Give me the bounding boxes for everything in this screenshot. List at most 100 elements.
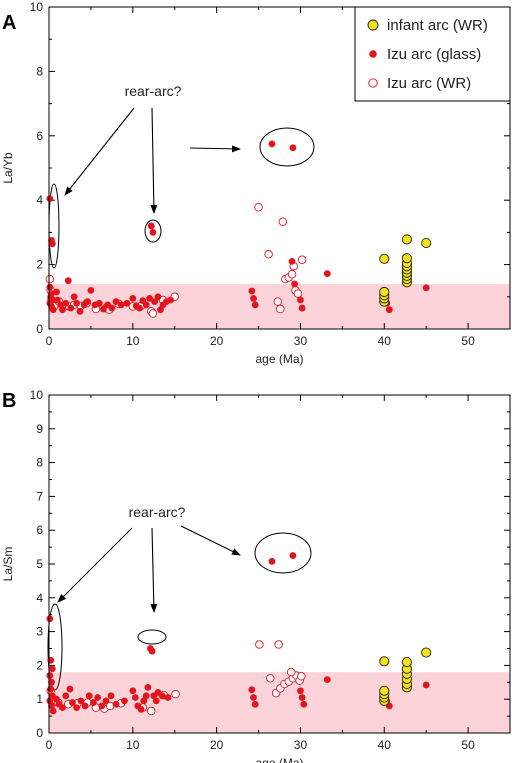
y-tick-label: 7 (36, 489, 43, 503)
y-tick-label: 2 (36, 258, 43, 272)
point-izu-arc-glass (251, 700, 259, 708)
annotation-arrow (57, 527, 133, 603)
point-izu-arc-glass (123, 299, 131, 307)
point-izu-arc-wr (254, 203, 263, 212)
point-izu-arc-glass (59, 306, 66, 314)
point-infant-arc-wr (379, 253, 390, 264)
point-izu-arc-glass (121, 697, 128, 705)
y-tick-label: 6 (36, 129, 43, 143)
point-izu-arc-glass (142, 692, 150, 700)
point-izu-arc-glass (250, 295, 257, 302)
point-izu-arc-wr (278, 217, 288, 227)
point-izu-arc-glass (102, 697, 110, 705)
x-tick-label: 30 (294, 334, 308, 348)
legend-label: infant arc (WR) (387, 17, 488, 34)
legend-marker (368, 78, 378, 88)
point-izu-arc-glass (144, 683, 152, 691)
point-izu-arc-glass (62, 299, 70, 307)
annotation-arrow (180, 525, 241, 556)
point-izu-arc-glass (288, 257, 296, 265)
y-tick-label: 8 (36, 456, 43, 470)
y-tick-label: 5 (36, 557, 43, 571)
y-tick-label: 9 (36, 422, 43, 436)
point-izu-arc-glass (77, 697, 85, 705)
y-tick-label: 4 (36, 193, 43, 207)
point-izu-arc-glass (422, 284, 430, 292)
point-izu-arc-glass (53, 296, 61, 304)
point-izu-arc-glass (81, 702, 89, 710)
y-tick-label: 2 (36, 658, 43, 672)
point-izu-arc-glass (250, 694, 257, 701)
point-izu-arc-glass (47, 685, 55, 693)
point-izu-arc-glass (140, 697, 148, 705)
point-izu-arc-glass (268, 557, 276, 565)
point-izu-arc-glass (137, 705, 145, 713)
point-izu-arc-glass (147, 222, 155, 230)
point-izu-arc-glass (158, 692, 166, 700)
point-infant-arc-wr (379, 286, 390, 298)
point-izu-arc-glass (142, 301, 150, 309)
legend-box (354, 6, 511, 102)
point-izu-arc-glass (112, 700, 120, 708)
point-izu-arc-glass (146, 295, 153, 302)
point-izu-arc-glass (46, 672, 54, 679)
point-izu-arc-wr (276, 304, 285, 314)
point-izu-arc-glass (167, 296, 174, 304)
point-izu-arc-glass (66, 685, 74, 693)
plot-frame (48, 394, 511, 734)
panel-label: A (2, 12, 16, 34)
x-tick-label: 10 (126, 738, 140, 752)
point-izu-arc-wr (255, 640, 264, 649)
point-infant-arc-wr (401, 656, 412, 668)
legend-marker (367, 19, 379, 31)
point-izu-arc-glass (62, 692, 70, 700)
point-izu-arc-wr (274, 640, 283, 649)
annotation-label: rear-arc? (125, 83, 182, 99)
point-izu-arc-wr (287, 270, 297, 279)
point-izu-arc-glass (70, 293, 78, 301)
x-axis-label: age (Ma) (255, 352, 303, 366)
point-izu-arc-glass (422, 681, 430, 689)
point-izu-arc-glass (59, 704, 66, 712)
y-axis-label: La/Yb (1, 152, 15, 184)
point-izu-arc-glass (94, 694, 102, 701)
point-izu-arc-glass (385, 306, 393, 314)
point-izu-arc-wr (266, 673, 275, 683)
point-izu-arc-glass (69, 699, 76, 706)
annotation-arrow (64, 107, 135, 196)
x-tick-label: 20 (210, 334, 224, 348)
point-izu-arc-glass (297, 687, 304, 695)
point-izu-arc-glass (291, 280, 298, 288)
annotation-arrow (150, 527, 158, 613)
point-izu-arc-glass (131, 694, 139, 701)
point-izu-arc-wr (264, 250, 273, 259)
x-tick-label: 50 (461, 334, 475, 348)
point-izu-arc-wr (297, 671, 306, 681)
point-izu-arc-glass (323, 676, 331, 683)
point-izu-arc-glass (152, 697, 160, 705)
annotation-ellipse (137, 629, 167, 645)
y-tick-label: 8 (36, 64, 43, 78)
point-izu-arc-wr (297, 255, 307, 265)
y-tick-label: 10 (30, 388, 44, 402)
plot-frame (48, 6, 511, 330)
point-izu-arc-glass (48, 678, 55, 686)
annotation-ellipse (47, 603, 63, 691)
point-izu-arc-glass (85, 692, 93, 700)
point-izu-arc-glass (268, 140, 276, 148)
point-izu-arc-glass (248, 287, 256, 295)
panel-label: B (2, 390, 16, 412)
y-tick-label: 10 (30, 0, 44, 14)
point-izu-arc-glass (149, 229, 157, 236)
point-izu-arc-glass (46, 283, 54, 291)
x-tick-label: 0 (46, 738, 53, 752)
legend-label: Izu arc (glass) (387, 46, 481, 63)
annotation-arrow (189, 145, 241, 153)
point-izu-arc-glass (248, 686, 256, 694)
point-izu-arc-wr (286, 667, 296, 677)
annotation-label: rear-arc? (129, 504, 186, 520)
point-izu-arc-glass (67, 304, 75, 312)
point-izu-arc-glass (53, 288, 60, 296)
y-tick-label: 1 (36, 692, 43, 706)
point-izu-arc-glass (98, 702, 106, 710)
